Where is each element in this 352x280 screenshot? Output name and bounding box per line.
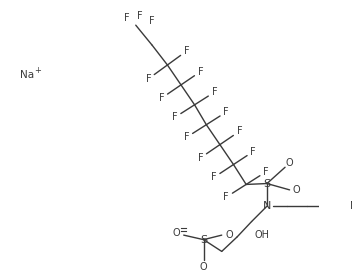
Text: Na: Na: [20, 70, 34, 80]
Text: S: S: [200, 235, 207, 245]
Text: O: O: [292, 185, 300, 195]
Text: F: F: [224, 107, 229, 117]
Text: F: F: [224, 192, 229, 202]
Text: F: F: [124, 13, 130, 23]
Text: O: O: [200, 262, 207, 272]
Text: F: F: [198, 153, 203, 163]
Text: +: +: [34, 66, 41, 75]
Text: OH: OH: [255, 230, 270, 240]
Text: O: O: [225, 230, 233, 240]
Text: F: F: [212, 87, 217, 97]
Text: F: F: [184, 132, 189, 142]
Text: F: F: [184, 46, 189, 56]
Text: O: O: [286, 158, 294, 168]
Text: N: N: [350, 201, 352, 211]
Text: F: F: [250, 147, 256, 157]
Text: F: F: [149, 16, 155, 26]
Text: O: O: [173, 228, 180, 238]
Text: F: F: [146, 74, 151, 84]
Text: F: F: [197, 67, 203, 77]
Text: F: F: [172, 113, 177, 122]
Text: F: F: [263, 167, 269, 177]
Text: N: N: [263, 201, 271, 211]
Text: F: F: [159, 93, 164, 103]
Text: F: F: [237, 126, 242, 136]
Text: F: F: [138, 11, 143, 21]
Text: S: S: [263, 179, 271, 188]
Text: F: F: [211, 172, 216, 183]
